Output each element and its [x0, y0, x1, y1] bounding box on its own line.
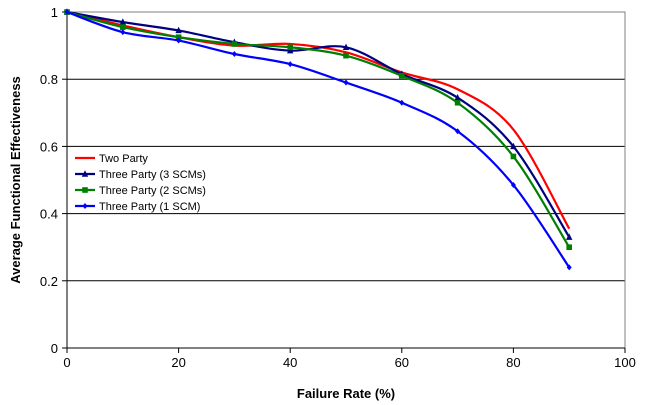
series-line [66, 10, 571, 248]
legend-item: Three Party (3 SCMs) [75, 169, 206, 181]
x-tick-label: 0 [63, 355, 70, 370]
data-point [566, 244, 572, 250]
data-point [119, 18, 126, 25]
data-point [287, 46, 294, 54]
data-point [454, 93, 461, 101]
data-point [454, 99, 461, 106]
legend-label: Three Party (1 SCM) [99, 201, 200, 213]
legend-item: Three Party (2 SCMs) [75, 185, 206, 197]
data-point [231, 51, 237, 57]
x-tick-label: 60 [395, 355, 409, 370]
y-tick-label: 0.4 [40, 207, 58, 222]
axes [62, 11, 626, 353]
x-axis-title: Failure Rate (%) [297, 386, 395, 401]
y-axis-title: Average Functional Effectiveness [8, 76, 23, 284]
legend-label: Three Party (3 SCMs) [99, 169, 206, 181]
data-point [510, 153, 517, 160]
data-point [566, 264, 572, 271]
y-tick-label: 1 [51, 5, 58, 20]
x-tick-label: 40 [283, 355, 297, 370]
data-point [399, 99, 405, 106]
data-point [120, 29, 126, 36]
legend-label: Two Party [99, 153, 148, 165]
data-point [176, 37, 182, 44]
series-line [66, 10, 571, 238]
legend: Two Party Three Party (3 SCMs) Three Party… [75, 153, 206, 213]
data-point [455, 128, 461, 135]
x-tick-label: 80 [506, 355, 520, 370]
x-tick-labels: 0 20 40 60 80 100 [63, 355, 635, 370]
data-point [342, 43, 350, 50]
series-group [63, 8, 573, 271]
data-point [287, 44, 293, 51]
legend-marker [82, 187, 88, 193]
legend-label: Three Party (2 SCMs) [99, 185, 206, 197]
data-point [175, 26, 182, 34]
x-tick-label: 20 [171, 355, 185, 370]
data-point [120, 24, 126, 30]
data-point [510, 182, 516, 189]
legend-item: Three Party (1 SCM) [75, 201, 200, 213]
y-tick-labels: 0 0.2 0.4 0.6 0.8 1 [40, 5, 58, 356]
data-point [510, 142, 517, 150]
y-tick-label: 0.2 [40, 274, 58, 289]
y-tick-label: 0 [51, 341, 58, 356]
x-tick-label: 100 [614, 355, 636, 370]
data-point [64, 9, 70, 15]
y-tick-label: 0.8 [40, 72, 58, 87]
data-point [175, 34, 182, 40]
data-point [231, 41, 238, 47]
series-3 [64, 9, 572, 271]
legend-marker [81, 170, 89, 177]
data-point [343, 52, 349, 59]
data-point [287, 61, 293, 68]
legend-item: Two Party [75, 153, 148, 165]
data-point [399, 73, 405, 79]
data-point [566, 233, 573, 240]
series-line [66, 10, 571, 268]
data-point [343, 79, 349, 86]
y-tick-label: 0.6 [40, 139, 58, 154]
legend-marker [82, 203, 88, 209]
